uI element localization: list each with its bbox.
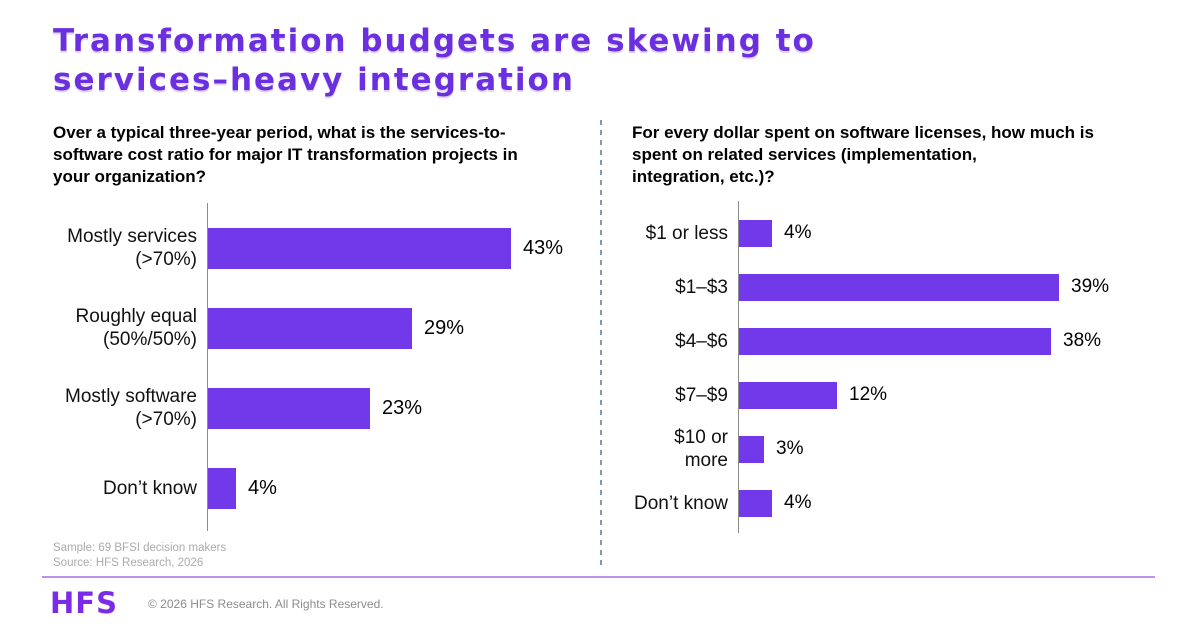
category-label: Don’t know bbox=[103, 477, 197, 499]
chart-row: $1–$3 39% bbox=[628, 260, 1198, 314]
footer-divider bbox=[42, 576, 1155, 578]
bar-chart-right: $1 or less 4% $1–$3 39% $4–$6 38% $7–$9 12% $10 … bbox=[628, 201, 1198, 533]
page-title: Transformation budgets are skewing to se… bbox=[53, 23, 816, 98]
value-label: 4% bbox=[784, 222, 812, 243]
chart-question-right: For every dollar spent on software licen… bbox=[632, 123, 1094, 186]
bar bbox=[208, 307, 412, 349]
chart-row: Mostly software (>70%) 23% bbox=[53, 368, 618, 448]
chart-row: $1 or less 4% bbox=[628, 206, 1198, 260]
bar bbox=[739, 381, 837, 409]
bar bbox=[739, 435, 764, 463]
bar-chart-left: Mostly services (>70%) 43% Roughly equal (… bbox=[53, 203, 618, 531]
value-label: 4% bbox=[784, 492, 812, 513]
bar bbox=[739, 327, 1051, 355]
bar bbox=[739, 219, 772, 247]
copyright-text: © 2026 HFS Research. All Rights Reserved… bbox=[148, 597, 384, 611]
bar bbox=[739, 273, 1059, 301]
vertical-divider bbox=[600, 120, 602, 570]
chart-row: Mostly services (>70%) 43% bbox=[53, 208, 618, 288]
category-label: $1 or less bbox=[645, 222, 728, 244]
value-label: 12% bbox=[849, 384, 888, 405]
value-label: 39% bbox=[1071, 276, 1110, 297]
value-label: 43% bbox=[523, 236, 564, 259]
y-axis-line bbox=[207, 203, 208, 531]
bar bbox=[208, 387, 370, 429]
y-axis-line bbox=[738, 201, 739, 533]
chart-row: $7–$9 12% bbox=[628, 368, 1198, 422]
chart-row: $10 or more 3% bbox=[628, 422, 1198, 476]
value-label: 3% bbox=[776, 438, 804, 459]
chart-row: Roughly equal (50%/50%) 29% bbox=[53, 288, 618, 368]
category-label: $7–$9 bbox=[675, 384, 728, 406]
category-label: Mostly services (>70%) bbox=[67, 226, 197, 270]
value-label: 38% bbox=[1063, 330, 1102, 351]
bar bbox=[739, 489, 772, 517]
category-label: $1–$3 bbox=[675, 276, 728, 298]
category-label: Roughly equal (50%/50%) bbox=[75, 306, 197, 350]
category-label: $10 or more bbox=[674, 427, 728, 471]
bar bbox=[208, 467, 236, 509]
chart-row: Don’t know 4% bbox=[628, 476, 1198, 530]
hfs-logo: HFS bbox=[50, 586, 118, 620]
category-label: Mostly software (>70%) bbox=[65, 386, 197, 430]
value-label: 4% bbox=[248, 476, 277, 499]
chart-row: $4–$6 38% bbox=[628, 314, 1198, 368]
value-label: 29% bbox=[424, 316, 465, 339]
category-label: Don’t know bbox=[634, 492, 728, 514]
value-label: 23% bbox=[382, 396, 423, 419]
category-label: $4–$6 bbox=[675, 330, 728, 352]
chart-question-left: Over a typical three-year period, what i… bbox=[53, 123, 518, 186]
sample-source-note: Sample: 69 BFSI decision makers Source: … bbox=[53, 542, 227, 569]
bar bbox=[208, 227, 511, 269]
chart-row: Don’t know 4% bbox=[53, 448, 618, 528]
